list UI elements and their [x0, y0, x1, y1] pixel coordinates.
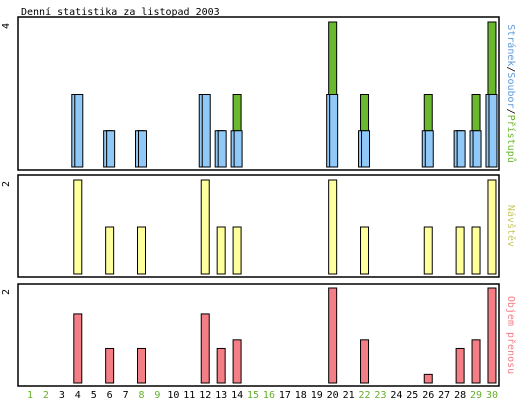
x-tick-day-1: 1	[27, 390, 33, 401]
x-tick-day-13: 13	[215, 390, 227, 401]
panel-legend-1: Stránek/Soubor/Přístupů	[505, 24, 517, 163]
x-tick-day-12: 12	[199, 390, 211, 401]
bar-traffic-day-12	[200, 313, 210, 384]
panel-frame-3	[17, 283, 500, 387]
bar-traffic-day-26	[423, 373, 433, 384]
legend-part-1-5: Přístupů	[505, 115, 517, 163]
x-tick-day-9: 9	[154, 390, 160, 401]
bar-visits-day-20	[328, 179, 338, 275]
x-tick-day-18: 18	[295, 390, 307, 401]
x-tick-day-20: 20	[327, 390, 339, 401]
bar-pages-day-26	[424, 130, 434, 168]
bar-visits-day-28	[455, 226, 465, 275]
x-tick-day-24: 24	[390, 390, 402, 401]
y-max-label-3: 2	[1, 289, 12, 295]
bar-traffic-day-28	[455, 347, 465, 384]
bar-visits-day-13	[216, 226, 226, 275]
bar-visits-day-30	[487, 179, 497, 275]
y-max-label-1: 4	[1, 23, 12, 29]
x-tick-day-17: 17	[279, 390, 291, 401]
panel-frame-2	[17, 174, 500, 278]
x-tick-day-2: 2	[43, 390, 49, 401]
panel-frame-1	[17, 16, 500, 171]
x-tick-day-28: 28	[454, 390, 466, 401]
bar-traffic-day-8	[137, 347, 147, 384]
x-tick-day-7: 7	[123, 390, 129, 401]
x-tick-day-30: 30	[486, 390, 498, 401]
bar-pages-day-20	[329, 94, 339, 168]
bar-visits-day-29	[471, 226, 481, 275]
x-tick-day-8: 8	[138, 390, 144, 401]
x-tick-day-25: 25	[406, 390, 418, 401]
bar-traffic-day-13	[216, 347, 226, 384]
x-tick-day-26: 26	[422, 390, 434, 401]
bar-pages-day-4	[74, 94, 84, 168]
x-tick-day-10: 10	[167, 390, 179, 401]
x-tick-day-14: 14	[231, 390, 243, 401]
bar-visits-day-4	[73, 179, 83, 275]
x-tick-day-27: 27	[438, 390, 450, 401]
bar-traffic-day-20	[328, 287, 338, 384]
bar-pages-day-12	[201, 94, 211, 168]
x-tick-day-3: 3	[59, 390, 65, 401]
legend-part-1-2: /	[505, 66, 516, 72]
x-tick-day-5: 5	[91, 390, 97, 401]
bar-traffic-day-22	[360, 339, 370, 384]
bar-pages-day-6	[106, 130, 116, 168]
x-tick-day-16: 16	[263, 390, 275, 401]
panel-legend-2: Návštěv	[505, 205, 517, 247]
bar-pages-day-14	[233, 130, 243, 168]
x-tick-day-4: 4	[75, 390, 81, 401]
panel-legend-3: Objem přenosu	[505, 296, 517, 374]
bar-pages-day-30	[488, 94, 498, 168]
x-tick-day-29: 29	[470, 390, 482, 401]
legend-part-3-1: Objem přenosu	[505, 296, 517, 374]
x-tick-day-22: 22	[359, 390, 371, 401]
x-tick-day-11: 11	[183, 390, 195, 401]
bar-traffic-day-14	[232, 339, 242, 384]
legend-part-1-1: Stránek	[505, 24, 517, 66]
bar-visits-day-26	[423, 226, 433, 275]
bar-traffic-day-6	[105, 347, 115, 384]
x-tick-day-19: 19	[311, 390, 323, 401]
bar-pages-day-22	[361, 130, 371, 168]
bar-traffic-day-4	[73, 313, 83, 384]
x-tick-day-23: 23	[374, 390, 386, 401]
bar-traffic-day-29	[471, 339, 481, 384]
bar-visits-day-6	[105, 226, 115, 275]
legend-part-2-1: Návštěv	[505, 205, 517, 247]
x-tick-day-6: 6	[107, 390, 113, 401]
bar-pages-day-13	[217, 130, 227, 168]
x-tick-day-21: 21	[343, 390, 355, 401]
bar-visits-day-8	[137, 226, 147, 275]
bar-pages-day-29	[472, 130, 482, 168]
legend-part-1-3: Soubor	[505, 72, 516, 108]
bar-visits-day-14	[232, 226, 242, 275]
bar-pages-day-28	[456, 130, 466, 168]
chart-title: Denní statistika za listopad 2003	[21, 6, 220, 18]
bar-pages-day-8	[138, 130, 148, 168]
bar-traffic-day-30	[487, 287, 497, 384]
x-tick-day-15: 15	[247, 390, 259, 401]
y-max-label-2: 2	[1, 181, 12, 187]
legend-part-1-4: /	[505, 109, 516, 115]
bar-visits-day-12	[200, 179, 210, 275]
bar-visits-day-22	[360, 226, 370, 275]
